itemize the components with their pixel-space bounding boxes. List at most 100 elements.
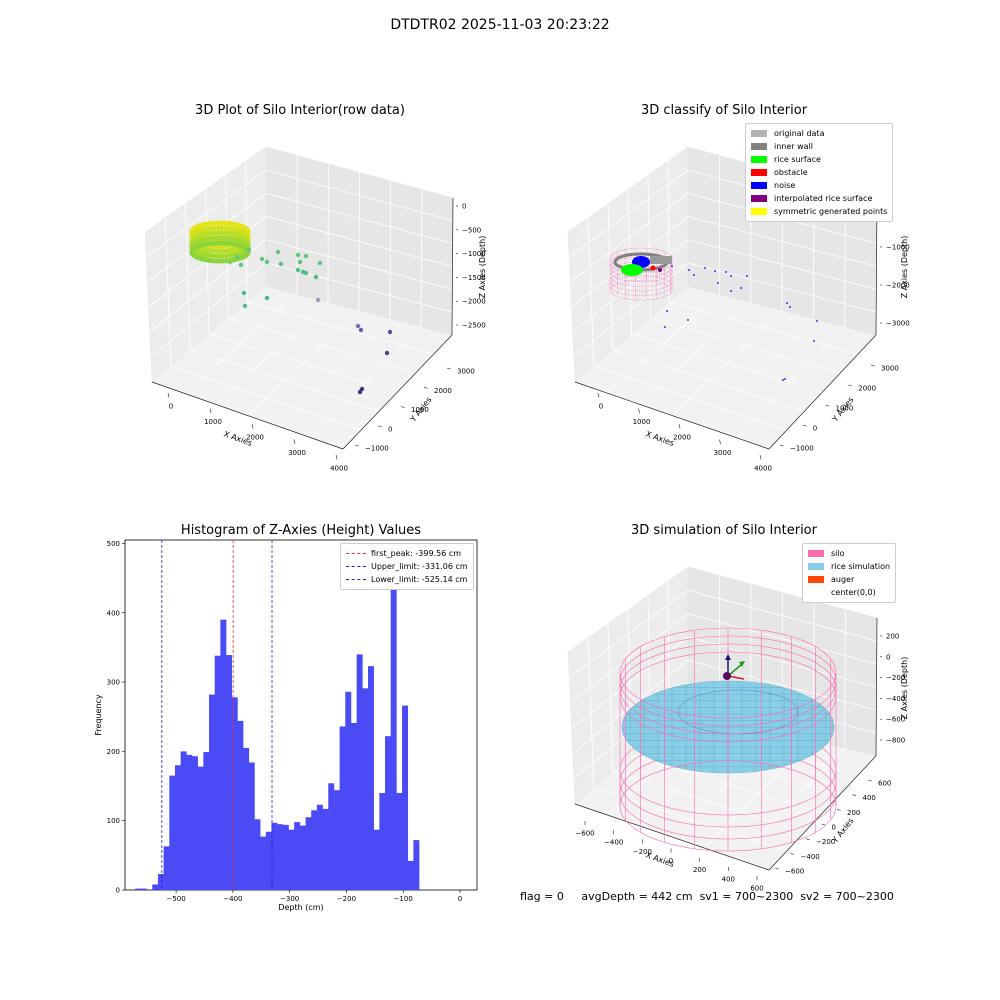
p2-y-tick-mark [848,384,852,387]
hist-bar [265,831,272,890]
p1-y-tick-label: −1000 [365,445,389,453]
p1-z-tick-label: −500 [462,226,481,234]
p2-x-tick-label: 0 [599,403,603,411]
hist-bar [135,888,142,890]
p2-noise-point [789,306,791,308]
legend-label: interpolated rice surface [774,194,873,203]
hist-bar [209,694,216,890]
p4-simulation [619,627,837,852]
hist-y-axis-label: Frequency [94,694,103,736]
p1-y-tick-label: 1000 [411,406,429,414]
p4-silo-ring [619,643,837,735]
p1-point [275,249,281,255]
hist-x-tick-label: −100 [394,895,413,903]
hist-x-tick-label: −500 [166,895,185,903]
hist-bar [157,874,164,890]
p4-z-tick-label: −400 [886,695,905,703]
sv1-text: sv1 = 700~2300 [699,890,794,903]
legend-label: Upper_limit: -331.06 cm [371,562,468,571]
p4-y-tick-label: −600 [785,868,804,876]
legend-line [346,566,366,567]
p4-y-tick-mark [867,779,872,782]
p2-z-tick-label: −3000 [886,320,910,328]
p2-x-axis-line [574,381,770,450]
p1-point [315,297,321,303]
p2-inner-wall [650,256,672,264]
hist-y-tick-label: 400 [107,609,120,617]
legend-rice-surface: rice surface [751,153,887,166]
hist-bar [305,817,312,890]
p1-point [303,270,309,276]
p2-noise-point [666,310,668,312]
p4-x-tick-label: 0 [669,857,673,865]
p2-noise-point [746,275,748,277]
legend-swatch [751,130,767,137]
p4-x-tick-label: 600 [750,885,763,893]
p2-noise-point [693,274,695,276]
status-footer: flag = 0 avgDepth = 442 cm sv1 = 700~230… [520,890,894,903]
p2-noise-point [730,275,732,277]
p1-point [264,259,270,265]
legend-label: Lower_limit: -525.14 cm [371,575,468,584]
p4-y-tick-mark [805,838,810,841]
hist-y-tick-label: 300 [107,679,120,687]
p1-y-tick-mark [354,444,359,447]
hist-x-axis-label: Depth (cm) [278,903,323,912]
p1-x-tick-mark [209,408,212,414]
p4-y-tick-mark [790,853,795,855]
legend-swatch [751,169,767,176]
p4-y-tick-label: 0 [832,824,836,832]
p1-point [313,274,319,280]
legend-original-data: original data [751,127,887,140]
avg-depth-text: avgDepth = 442 cm [581,890,693,903]
p1-z-axis-label: Z Axies (Depth) [478,236,487,299]
p2-x-tick-mark [719,439,721,445]
p4-y-tick-label: −200 [816,838,835,846]
p2-x-tick-mark [759,454,762,460]
hist-bar [322,808,329,890]
legend-inner-wall: inner wall [751,140,887,153]
hist-bar [402,705,409,890]
p2-noise-point [730,290,732,292]
p2-y-tick-label: 3000 [881,365,899,373]
p2-y-tick-mark [825,404,830,407]
legend-swatch [808,576,824,583]
hist-bar [248,762,255,890]
p1-y-axis-line [342,334,453,450]
p1-x-tick-label: 0 [169,403,173,411]
p2-noise-point [671,265,673,267]
p4-z-arrow-head [725,654,731,660]
p1-silo-points [189,220,393,395]
p4-silo-ring [619,651,837,743]
p2-y-tick-label: 1000 [836,405,854,413]
hist-bar [243,747,250,890]
p4-x-tick-label: 200 [693,866,706,874]
p2-x-tick-label: 1000 [633,418,651,426]
p1-gridline [358,172,360,311]
p4-silo-ring [619,760,837,852]
p1-point [241,290,247,296]
hist-bar [396,792,403,890]
p4-y-tick-mark [836,809,841,811]
legend-lower-limit: Lower_limit: -525.14 cm [346,573,468,586]
p2-z-axis-label: Z Axies (Depth) [900,236,909,299]
hist-bar [333,790,340,890]
p4-z-tick-label: 200 [886,633,899,641]
legend-label: silo [831,549,845,558]
legend-label: noise [774,181,796,190]
p4-z-tick-label: −200 [886,674,905,682]
p2-obstacle [650,265,656,271]
p2-x-tick-label: 4000 [754,465,772,473]
p2-gridline [667,161,670,303]
p2-noise-point [816,320,818,322]
p1-z-tick-label: −1500 [462,274,486,282]
legend-obstacle: obstacle [751,166,887,179]
legend-swatch [751,195,767,202]
legend-label: first_peak: -399.56 cm [371,549,462,558]
legend-upper-limit: Upper_limit: -331.06 cm [346,560,468,573]
p1-axes [144,146,454,450]
hist-x-tick-label: 0 [458,895,462,903]
p1-z-tick-label: −2000 [462,298,486,306]
p1-point [227,259,233,265]
p2-y-axis-line [768,334,877,450]
